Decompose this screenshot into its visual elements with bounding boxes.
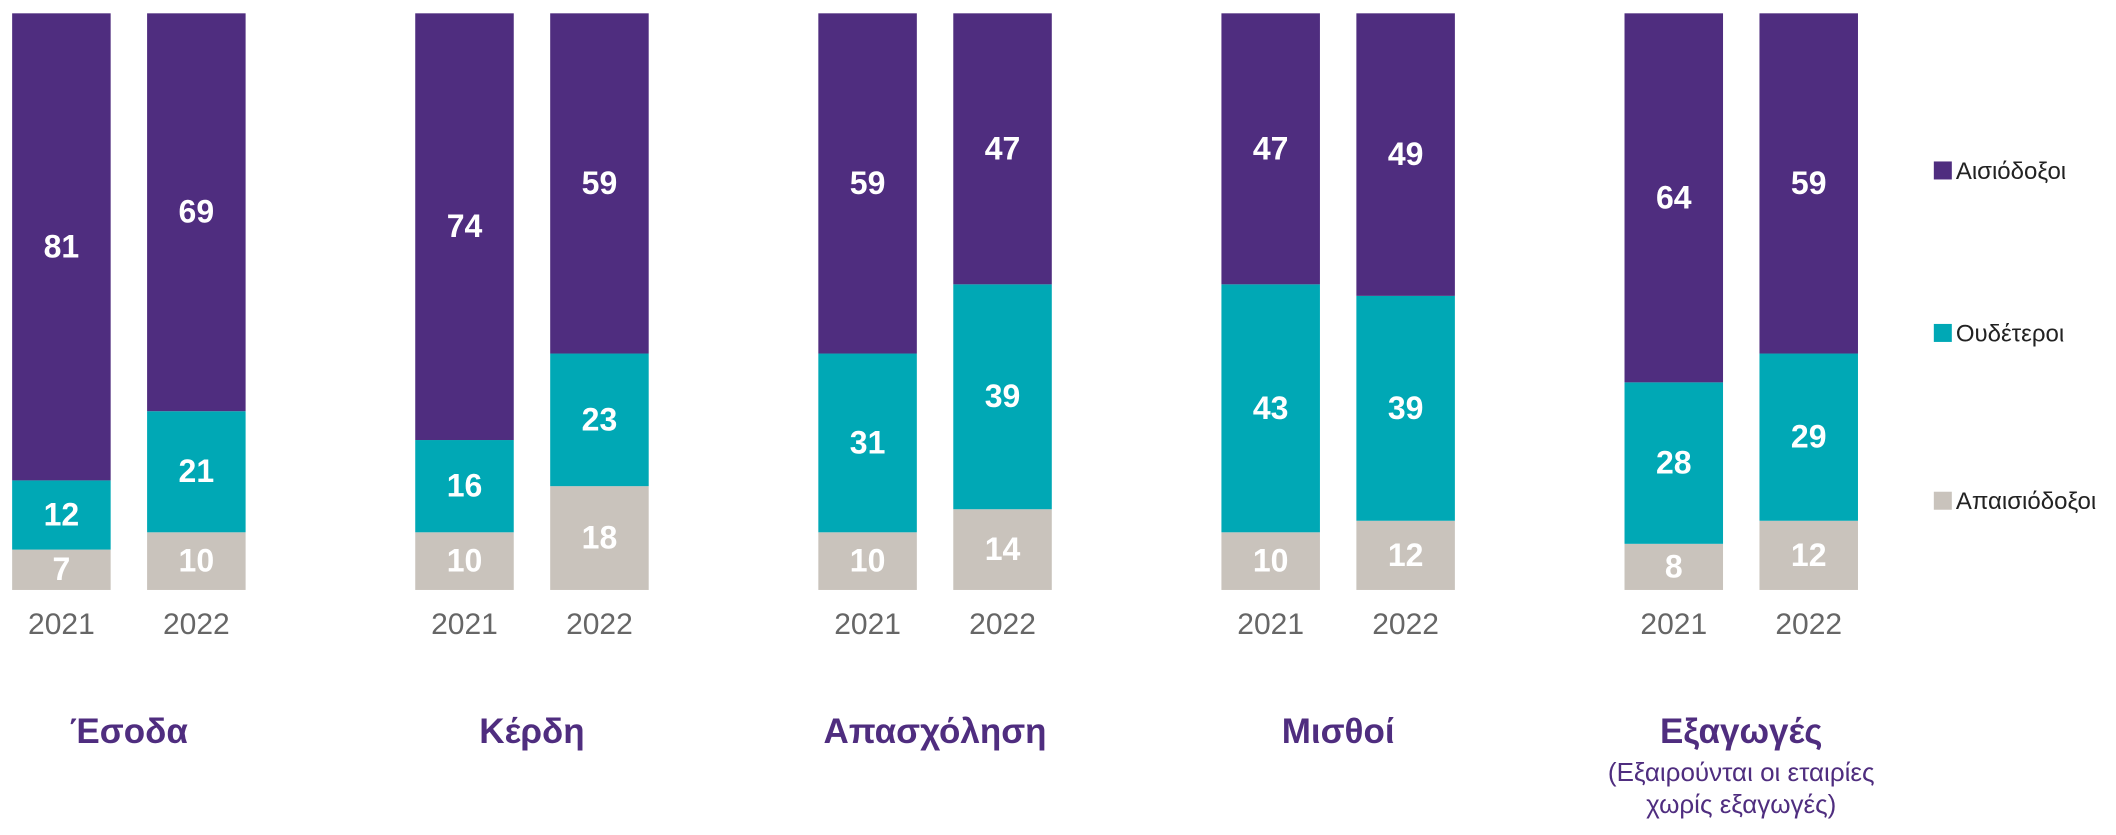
value-label: 43: [1253, 390, 1289, 426]
value-label: 47: [985, 130, 1021, 166]
group-title: Κέρδη: [479, 711, 585, 751]
value-label: 10: [850, 543, 886, 579]
value-label: 7: [53, 551, 71, 587]
value-label: 29: [1791, 419, 1827, 455]
value-label: 39: [985, 378, 1021, 414]
group-subtitle: (Εξαιρούνται οι εταιρίες χωρίς εξαγωγές): [1607, 757, 1875, 820]
value-label: 47: [1253, 130, 1289, 166]
value-label: 21: [179, 453, 215, 489]
bar-segment: [12, 549, 111, 590]
value-label: 59: [1791, 165, 1827, 201]
x-tick-label: 2021: [28, 608, 95, 641]
bar-segment: [415, 440, 514, 533]
value-label: 12: [44, 496, 80, 532]
x-tick-label: 2021: [1237, 608, 1304, 641]
value-label: 16: [447, 468, 483, 504]
legend-swatch: [1933, 323, 1952, 342]
bar-segment: [147, 13, 246, 412]
value-label: 39: [1388, 390, 1424, 426]
bar-segment: [1221, 532, 1320, 590]
bar-segment: [1221, 13, 1320, 285]
bar-segment: [147, 411, 246, 533]
group-title: Απασχόληση: [823, 711, 1047, 751]
value-label: 18: [582, 520, 618, 556]
value-label: 8: [1665, 548, 1683, 584]
bar-segment: [550, 353, 649, 487]
value-label: 10: [179, 543, 215, 579]
bar-segment: [12, 13, 111, 481]
bar-segment: [415, 532, 514, 590]
value-label: 31: [850, 424, 886, 460]
value-label: 12: [1791, 537, 1827, 573]
bar-segment: [415, 13, 514, 441]
x-tick-label: 2021: [1640, 608, 1707, 641]
bar-segment: [1624, 13, 1724, 383]
group-title: Έσοδα: [69, 711, 188, 751]
bar-segment: [1759, 353, 1858, 521]
value-label: 28: [1656, 445, 1692, 481]
legend-swatch: [1933, 161, 1952, 180]
value-label: 23: [582, 401, 618, 437]
bar-segment: [818, 353, 917, 533]
value-label: 12: [1388, 537, 1424, 573]
bar-segment: [1356, 13, 1455, 296]
legend-label: Αισιόδοξοι: [1956, 158, 2066, 185]
x-tick-label: 2022: [163, 608, 230, 641]
legend-label: Απαισιόδοξοι: [1956, 488, 2096, 515]
value-label: 59: [850, 165, 886, 201]
bar-segment: [1356, 520, 1455, 590]
bar-segment: [1624, 543, 1724, 590]
group-title: Μισθοί: [1281, 711, 1395, 751]
x-tick-label: 2022: [566, 608, 633, 641]
bar-segment: [953, 509, 1052, 590]
legend-label: Ουδέτεροι: [1956, 320, 2064, 347]
bar-segment: [953, 13, 1052, 285]
x-tick-label: 2021: [834, 608, 901, 641]
legend-swatch: [1933, 491, 1952, 510]
bar-segment: [1759, 13, 1858, 354]
bar-segment: [1624, 382, 1724, 544]
value-label: 10: [1253, 543, 1289, 579]
bar-segment: [12, 480, 111, 550]
value-label: 69: [179, 194, 215, 230]
x-tick-label: 2022: [969, 608, 1036, 641]
value-label: 81: [44, 228, 80, 264]
bar-segment: [147, 532, 246, 590]
bar-segment: [550, 486, 649, 590]
group-title: Εξαγωγές: [1659, 711, 1823, 751]
bar-segment: [1221, 284, 1320, 533]
value-label: 64: [1656, 179, 1692, 215]
bar-segment: [818, 13, 917, 354]
value-label: 74: [447, 208, 483, 244]
x-tick-label: 2022: [1372, 608, 1439, 641]
bar-segment: [1356, 295, 1455, 521]
value-label: 14: [985, 531, 1021, 567]
bar-segment: [1759, 520, 1858, 590]
bar-segment: [818, 532, 917, 590]
bar-segment: [953, 284, 1052, 510]
value-label: 59: [582, 165, 618, 201]
x-tick-label: 2021: [431, 608, 498, 641]
value-label: 10: [447, 543, 483, 579]
value-label: 49: [1388, 136, 1424, 172]
bar-segment: [550, 13, 649, 354]
x-tick-label: 2022: [1775, 608, 1842, 641]
